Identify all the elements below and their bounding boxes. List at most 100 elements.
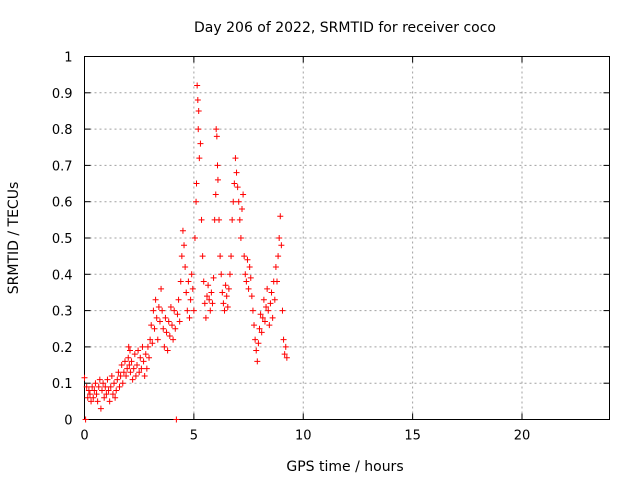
data-point xyxy=(210,274,217,281)
data-point xyxy=(162,314,169,321)
data-point xyxy=(254,358,261,365)
data-point xyxy=(198,216,205,223)
data-point xyxy=(142,351,149,358)
data-point xyxy=(282,343,289,350)
data-point xyxy=(155,303,162,310)
data-point xyxy=(248,293,255,300)
data-point xyxy=(269,314,276,321)
data-point xyxy=(274,278,280,285)
data-point xyxy=(113,387,120,394)
data-point xyxy=(258,329,265,336)
data-point xyxy=(131,351,138,358)
data-point xyxy=(163,329,170,336)
data-point xyxy=(125,354,132,361)
data-point xyxy=(213,133,220,140)
x-axis-label: GPS time / hours xyxy=(286,459,403,475)
data-point xyxy=(126,362,133,369)
data-point xyxy=(244,256,251,263)
data-point xyxy=(265,307,272,314)
data-point xyxy=(173,416,180,423)
data-point xyxy=(246,264,253,271)
x-tick-label: 15 xyxy=(404,429,421,444)
data-point xyxy=(103,391,110,398)
data-point xyxy=(82,416,89,423)
data-point xyxy=(251,322,258,329)
data-point xyxy=(136,369,143,376)
data-point xyxy=(253,347,260,354)
data-point xyxy=(170,336,177,343)
x-tick-label: 5 xyxy=(190,429,198,444)
data-point xyxy=(218,271,225,278)
data-point xyxy=(104,376,111,383)
data-point xyxy=(214,176,221,183)
y-tick-label: 0.3 xyxy=(52,305,73,320)
data-point xyxy=(190,307,197,314)
data-point xyxy=(164,347,171,354)
data-point xyxy=(112,394,119,401)
y-tick-label: 0.4 xyxy=(52,268,73,283)
y-tick-label: 0.6 xyxy=(52,196,73,211)
data-point xyxy=(194,97,201,104)
data-point xyxy=(196,155,203,162)
data-point xyxy=(118,362,125,369)
data-point xyxy=(233,169,240,176)
data-point xyxy=(143,365,150,372)
data-point xyxy=(256,325,263,332)
data-point xyxy=(271,296,278,303)
data-point xyxy=(88,398,95,405)
data-point xyxy=(89,383,96,390)
data-point xyxy=(165,318,172,325)
data-point xyxy=(185,278,192,285)
data-point xyxy=(195,107,202,114)
data-point xyxy=(100,380,107,387)
data-point xyxy=(280,336,287,343)
data-point xyxy=(194,82,201,89)
data-point xyxy=(130,365,137,372)
data-point xyxy=(160,325,167,332)
data-point xyxy=(275,253,282,260)
y-tick-label: 0.8 xyxy=(52,123,73,138)
y-tick-label: 0 xyxy=(64,414,72,429)
data-point xyxy=(166,333,173,340)
data-point xyxy=(119,380,126,387)
data-point xyxy=(223,293,230,300)
data-point xyxy=(268,289,275,296)
data-point xyxy=(235,198,242,205)
data-point xyxy=(209,300,216,307)
data-point xyxy=(232,155,239,162)
data-point xyxy=(146,354,153,361)
data-point xyxy=(276,235,283,241)
data-point xyxy=(92,380,99,387)
data-point xyxy=(179,227,186,234)
data-point xyxy=(106,398,113,405)
data-point xyxy=(230,198,237,205)
data-point xyxy=(134,362,140,369)
data-point xyxy=(214,162,221,169)
data-point xyxy=(120,369,127,376)
data-point xyxy=(239,205,245,212)
data-point xyxy=(167,303,174,310)
data-point xyxy=(138,365,145,372)
data-point xyxy=(150,307,157,314)
data-point xyxy=(115,369,122,376)
data-point xyxy=(237,235,244,241)
data-point xyxy=(197,140,204,147)
data-point xyxy=(183,289,190,296)
data-point xyxy=(202,314,209,321)
y-tick-label: 0.2 xyxy=(52,341,73,356)
data-point xyxy=(128,358,135,365)
data-point xyxy=(231,180,238,187)
data-point xyxy=(93,391,100,398)
data-point xyxy=(97,405,104,412)
data-point xyxy=(200,278,207,285)
y-tick-label: 0.1 xyxy=(52,377,73,392)
data-point xyxy=(153,314,160,321)
data-point xyxy=(175,296,182,303)
data-point xyxy=(156,318,163,325)
data-point xyxy=(267,300,274,307)
data-point xyxy=(245,285,252,292)
data-point xyxy=(90,394,97,401)
data-point xyxy=(257,311,264,318)
data-point xyxy=(176,318,183,325)
data-point xyxy=(140,358,147,365)
